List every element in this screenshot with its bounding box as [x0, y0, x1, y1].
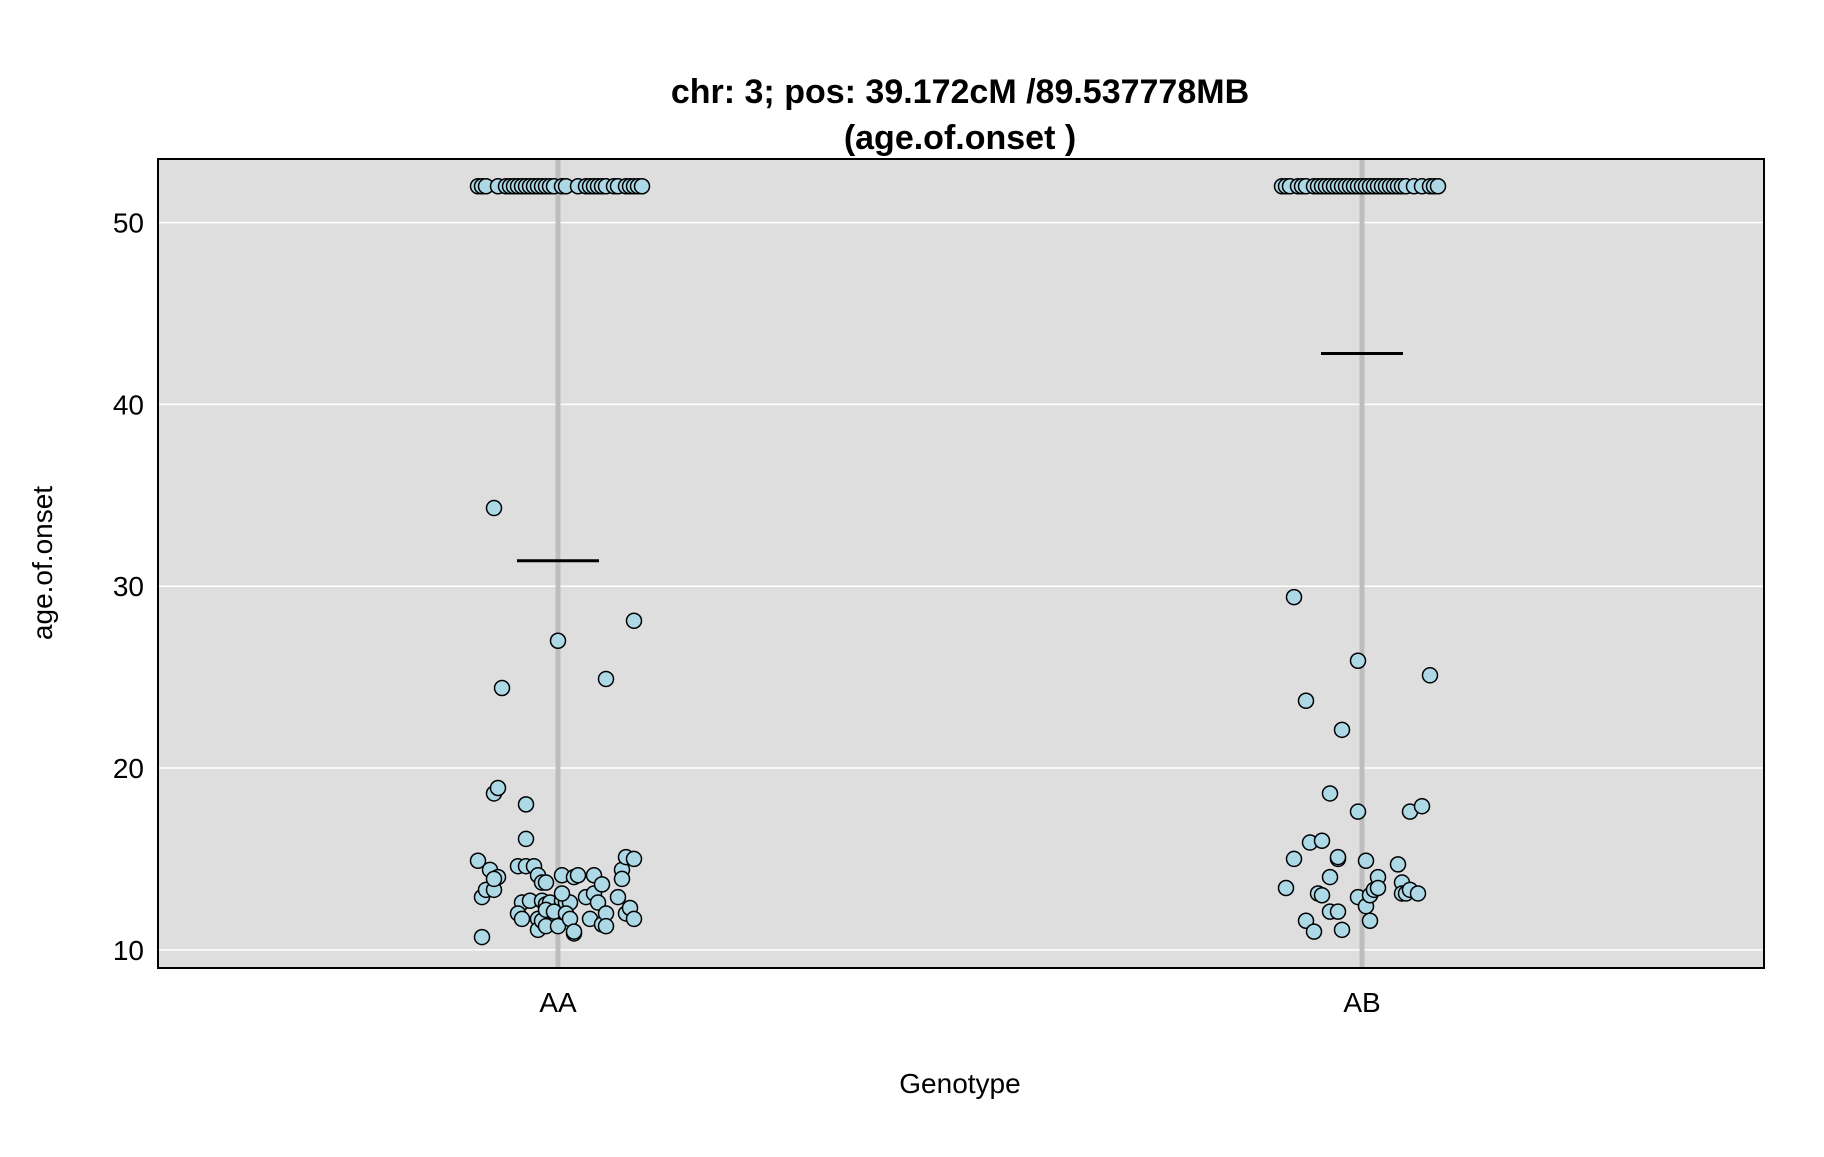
y-tick-label: 50 [113, 208, 144, 239]
data-point [1329, 848, 1347, 866]
data-point [1329, 903, 1347, 920]
x-tick-label: AA [539, 987, 577, 1018]
plot-panel-border [157, 158, 1765, 969]
y-tick-label: 10 [113, 935, 144, 966]
data-point [569, 867, 587, 884]
data-point [1297, 912, 1315, 929]
data-point [1321, 868, 1339, 886]
data-point [1409, 885, 1427, 902]
data-point [1321, 785, 1339, 802]
data-point [625, 612, 643, 630]
data-point [1349, 803, 1367, 820]
data-point [593, 876, 611, 893]
data-point [549, 632, 567, 650]
data-point [553, 885, 571, 902]
data-point [609, 888, 627, 906]
data-point [625, 850, 643, 868]
y-axis-label: age.of.onset [27, 486, 58, 640]
data-point [613, 870, 631, 888]
data-point [537, 874, 555, 891]
data-point [1333, 721, 1351, 739]
y-tick-label: 40 [113, 389, 144, 420]
data-point [589, 894, 607, 911]
data-point [513, 910, 531, 928]
data-point [1285, 588, 1303, 606]
data-point [1429, 178, 1447, 195]
data-point [1357, 852, 1375, 869]
data-point [625, 910, 643, 928]
data-point [565, 923, 583, 940]
data-point [1369, 879, 1387, 897]
data-point [489, 779, 507, 797]
data-point [469, 852, 487, 869]
plot-panel-background [158, 159, 1764, 968]
data-point [517, 796, 535, 813]
data-point [517, 830, 535, 848]
data-point [473, 928, 491, 946]
x-axis-label: Genotype [899, 1068, 1020, 1099]
data-point [1413, 797, 1431, 815]
data-point [1285, 850, 1303, 868]
y-tick-label: 20 [113, 753, 144, 784]
x-tick-label: AB [1343, 987, 1380, 1018]
data-point [597, 917, 615, 935]
data-point [633, 178, 651, 195]
data-point [1349, 652, 1367, 670]
data-point [597, 670, 615, 688]
data-point [1421, 667, 1439, 684]
data-point [493, 679, 511, 697]
data-point [549, 917, 567, 935]
plot-area: 10 20 30 40 50 AA AB [113, 158, 1765, 1018]
data-point [485, 870, 503, 888]
chart-subtitle: (age.of.onset ) [844, 119, 1076, 157]
data-point [1313, 832, 1331, 849]
data-point [1313, 887, 1331, 904]
data-point [1333, 921, 1351, 939]
chart-title: chr: 3; pos: 39.172cM /89.537778MB [671, 73, 1249, 111]
data-point [485, 499, 503, 517]
data-point [1305, 923, 1323, 940]
data-point [1361, 912, 1379, 929]
data-point [1389, 856, 1407, 873]
data-point [1297, 692, 1315, 710]
y-tick-label: 30 [113, 571, 144, 602]
data-point [1277, 879, 1295, 897]
